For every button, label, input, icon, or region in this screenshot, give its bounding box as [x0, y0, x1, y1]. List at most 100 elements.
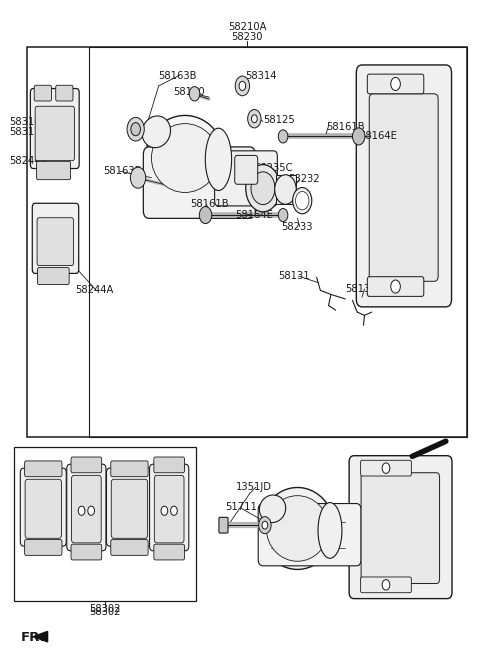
FancyBboxPatch shape	[360, 577, 411, 593]
FancyBboxPatch shape	[111, 461, 148, 477]
Ellipse shape	[296, 191, 309, 210]
Circle shape	[391, 280, 400, 293]
FancyBboxPatch shape	[36, 162, 71, 179]
FancyBboxPatch shape	[356, 65, 452, 307]
FancyBboxPatch shape	[367, 277, 424, 296]
FancyBboxPatch shape	[24, 539, 62, 555]
Circle shape	[235, 76, 250, 96]
FancyBboxPatch shape	[24, 461, 62, 477]
Text: 58161B: 58161B	[190, 199, 228, 209]
Circle shape	[161, 506, 168, 515]
Text: 1351JD: 1351JD	[236, 482, 272, 492]
Ellipse shape	[251, 172, 275, 204]
Text: 58310A: 58310A	[9, 117, 48, 127]
FancyBboxPatch shape	[144, 147, 255, 218]
Text: 58311: 58311	[9, 127, 41, 137]
Bar	[27, 47, 468, 437]
Circle shape	[248, 110, 261, 128]
Text: 58164E: 58164E	[360, 131, 397, 141]
FancyBboxPatch shape	[32, 203, 79, 273]
Bar	[89, 47, 468, 437]
FancyBboxPatch shape	[30, 89, 79, 169]
FancyBboxPatch shape	[369, 94, 438, 281]
Ellipse shape	[260, 487, 335, 570]
FancyBboxPatch shape	[367, 74, 424, 94]
FancyBboxPatch shape	[150, 464, 189, 551]
FancyBboxPatch shape	[111, 539, 148, 555]
Circle shape	[252, 115, 257, 123]
Circle shape	[131, 123, 141, 136]
FancyBboxPatch shape	[71, 457, 102, 473]
Circle shape	[127, 118, 144, 141]
Circle shape	[78, 506, 85, 515]
FancyBboxPatch shape	[107, 468, 153, 546]
Bar	[14, 447, 196, 600]
Bar	[276, 175, 296, 204]
Text: 58244A: 58244A	[75, 286, 113, 296]
FancyBboxPatch shape	[20, 468, 66, 546]
Ellipse shape	[293, 187, 312, 214]
Text: 58314: 58314	[245, 71, 276, 81]
FancyBboxPatch shape	[35, 106, 74, 161]
Text: 58163B: 58163B	[104, 166, 142, 176]
Text: 58232: 58232	[288, 174, 320, 184]
FancyBboxPatch shape	[258, 503, 361, 566]
FancyBboxPatch shape	[34, 85, 51, 101]
Ellipse shape	[266, 495, 328, 561]
Polygon shape	[33, 631, 48, 642]
Ellipse shape	[259, 495, 286, 522]
Circle shape	[170, 506, 177, 515]
Circle shape	[189, 87, 200, 101]
Circle shape	[278, 208, 288, 221]
Text: 58233: 58233	[282, 222, 313, 232]
FancyBboxPatch shape	[67, 464, 106, 551]
Text: 58230: 58230	[231, 32, 263, 42]
Text: FR.: FR.	[21, 631, 46, 645]
Text: 58131: 58131	[345, 284, 377, 294]
Text: 58244A: 58244A	[9, 156, 48, 166]
Text: 58210A: 58210A	[228, 22, 266, 32]
Text: 58131: 58131	[278, 271, 310, 281]
Text: 58163B: 58163B	[158, 71, 197, 81]
FancyBboxPatch shape	[155, 476, 184, 543]
Text: 51711: 51711	[225, 502, 257, 512]
Text: 58164E: 58164E	[235, 210, 273, 220]
Ellipse shape	[145, 116, 225, 200]
Circle shape	[131, 168, 146, 188]
FancyBboxPatch shape	[154, 457, 184, 473]
Circle shape	[352, 128, 365, 145]
FancyBboxPatch shape	[349, 456, 452, 599]
Text: 58120: 58120	[173, 87, 204, 97]
FancyBboxPatch shape	[25, 480, 61, 538]
Ellipse shape	[142, 116, 170, 148]
Circle shape	[88, 506, 95, 515]
Circle shape	[382, 579, 390, 590]
Circle shape	[391, 78, 400, 91]
FancyBboxPatch shape	[360, 461, 411, 476]
FancyBboxPatch shape	[72, 476, 101, 543]
Circle shape	[382, 463, 390, 474]
Ellipse shape	[275, 175, 296, 204]
FancyBboxPatch shape	[56, 85, 73, 101]
Text: 58302: 58302	[89, 606, 121, 617]
Ellipse shape	[152, 124, 218, 193]
FancyBboxPatch shape	[154, 544, 184, 560]
FancyBboxPatch shape	[111, 480, 148, 538]
Text: 58235C: 58235C	[254, 163, 293, 173]
FancyBboxPatch shape	[71, 544, 102, 560]
Text: 58302: 58302	[89, 604, 121, 614]
FancyBboxPatch shape	[37, 217, 73, 265]
Circle shape	[239, 81, 246, 91]
Text: 58161B: 58161B	[326, 122, 365, 131]
Circle shape	[199, 206, 212, 223]
FancyBboxPatch shape	[235, 156, 258, 184]
FancyBboxPatch shape	[215, 151, 277, 206]
Ellipse shape	[205, 128, 232, 191]
Circle shape	[278, 130, 288, 143]
Circle shape	[262, 521, 268, 529]
FancyBboxPatch shape	[361, 473, 440, 583]
Text: 58125: 58125	[263, 115, 295, 125]
Ellipse shape	[246, 165, 280, 212]
Ellipse shape	[318, 503, 342, 558]
Circle shape	[259, 516, 271, 533]
